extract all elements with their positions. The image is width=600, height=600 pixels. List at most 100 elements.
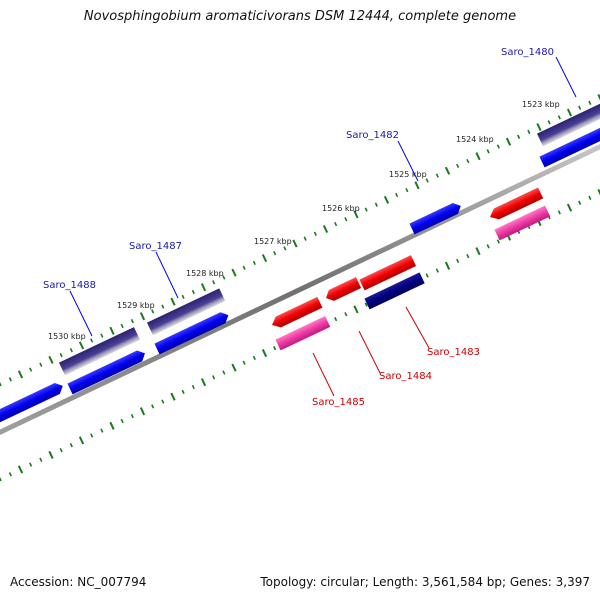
scale-tick <box>557 115 561 120</box>
scale-tick <box>496 239 500 244</box>
scale-tick <box>100 428 104 433</box>
scale-tick <box>252 260 256 266</box>
gene-arrow-saro-1485b[interactable] <box>275 315 331 351</box>
gene-label-saro-1487[interactable]: Saro_1487 <box>129 241 182 252</box>
scale-tick <box>139 312 146 321</box>
scale-tick <box>597 93 600 101</box>
scale-label-1530: 1530 kbp <box>48 332 86 341</box>
scale-label-1529: 1529 kbp <box>117 301 155 310</box>
scale-tick <box>59 352 63 358</box>
gene-label-saro-1483[interactable]: Saro_1483 <box>427 347 480 358</box>
scale-tick <box>200 378 207 387</box>
gene-label-saro-1480[interactable]: Saro_1480 <box>501 47 554 58</box>
gene-arrow-saro-1489[interactable] <box>0 380 65 424</box>
scale-tick <box>283 246 287 251</box>
leader-lines <box>69 56 577 397</box>
genome-backbone <box>0 143 600 436</box>
scale-tick <box>231 268 237 277</box>
scale-tick <box>161 399 165 404</box>
gene-arrow-saro-1487[interactable] <box>154 310 231 355</box>
scale-tick <box>353 305 359 314</box>
scale-label-1523: 1523 kbp <box>522 100 560 109</box>
scale-tick <box>212 375 216 380</box>
scale-tick <box>39 457 43 462</box>
scale-tick <box>578 200 582 205</box>
scale-tick <box>130 318 134 324</box>
scale-tick <box>395 192 399 198</box>
scale-tick <box>597 188 600 196</box>
scale-tick <box>69 348 73 353</box>
scale-tick <box>303 236 307 241</box>
scale-tick <box>242 360 246 365</box>
scale-tick <box>344 312 348 317</box>
scale-tick <box>466 253 470 259</box>
scale-tick <box>120 418 124 424</box>
scale-tick <box>17 465 24 474</box>
scale-tick <box>383 195 390 204</box>
gene-arrow-saro-1483[interactable] <box>364 272 425 310</box>
gene-arrow-saro-1480[interactable] <box>536 101 600 147</box>
scale-tick <box>313 231 317 236</box>
gene-arrow-saro-1488[interactable] <box>67 348 147 395</box>
scale-tick <box>364 207 368 212</box>
gene-arrow-saro-1484[interactable] <box>359 255 417 291</box>
scale-tick <box>456 258 460 264</box>
scale-tick <box>435 268 439 273</box>
scale-tick <box>191 289 195 295</box>
gene-label-saro-1484[interactable]: Saro_1484 <box>379 371 432 382</box>
scale-tick <box>444 261 451 270</box>
scale-tick <box>0 381 2 387</box>
scale-tick <box>536 123 542 132</box>
scale-tick <box>588 100 592 105</box>
gene-arrow-saro-1485[interactable] <box>269 296 323 331</box>
gene-arrow-saro-1483b[interactable] <box>494 205 551 241</box>
scale-tick <box>212 280 216 285</box>
scale-tick <box>120 323 124 329</box>
scale-tick <box>29 367 33 372</box>
scale-tick <box>181 389 185 395</box>
scale-tick <box>59 447 63 453</box>
scale-tick <box>191 384 195 390</box>
scale-tick <box>527 129 531 135</box>
scale-tick <box>456 163 460 169</box>
gene-label-saro-1482[interactable]: Saro_1482 <box>346 130 399 141</box>
gene-label-saro-1485[interactable]: Saro_1485 <box>312 397 365 408</box>
gene-arrow-saro-1481[interactable] <box>539 124 600 168</box>
gene-arrow-saro-1484b[interactable] <box>323 277 362 303</box>
scale-tick <box>151 309 155 314</box>
scale-tick <box>109 421 115 430</box>
scale-tick <box>8 472 12 477</box>
scale-tick <box>334 316 338 322</box>
scale-tick <box>252 355 256 361</box>
scale-tick <box>505 137 512 146</box>
scale-tick <box>557 210 561 215</box>
scale-tick <box>466 158 470 164</box>
scale-tick <box>48 450 54 459</box>
scale-tick <box>292 239 298 248</box>
gene-arrow-saro-1483a[interactable] <box>487 187 544 223</box>
scale-tick <box>39 362 43 367</box>
scale-tick <box>170 297 176 306</box>
scale-ticks <box>0 93 600 482</box>
scale-tick <box>130 413 134 419</box>
scale-tick <box>181 294 185 300</box>
scale-label-1527: 1527 kbp <box>254 237 292 246</box>
gene-label-saro-1488[interactable]: Saro_1488 <box>43 280 96 291</box>
scale-tick <box>90 433 94 438</box>
gene-arrow-saro-1482[interactable] <box>409 200 463 235</box>
scale-tick <box>405 187 409 193</box>
scale-tick <box>374 202 378 207</box>
scale-tick <box>100 333 104 338</box>
scale-tick <box>231 363 237 372</box>
genome-title: Novosphingobium aromaticivorans DSM 1244… <box>83 9 517 24</box>
scale-tick <box>17 370 24 379</box>
scale-tick <box>496 144 500 149</box>
gene-arrow-saro-1488a[interactable] <box>58 327 140 376</box>
scale-tick <box>261 348 268 358</box>
scale-tick <box>8 377 12 382</box>
scale-tick <box>353 210 359 219</box>
gene-arrow-saro-1487a[interactable] <box>146 288 226 336</box>
scale-tick <box>78 436 85 445</box>
scale-labels: 1523 kbp 1524 kbp 1525 kbp 1526 kbp 1527… <box>48 100 560 341</box>
